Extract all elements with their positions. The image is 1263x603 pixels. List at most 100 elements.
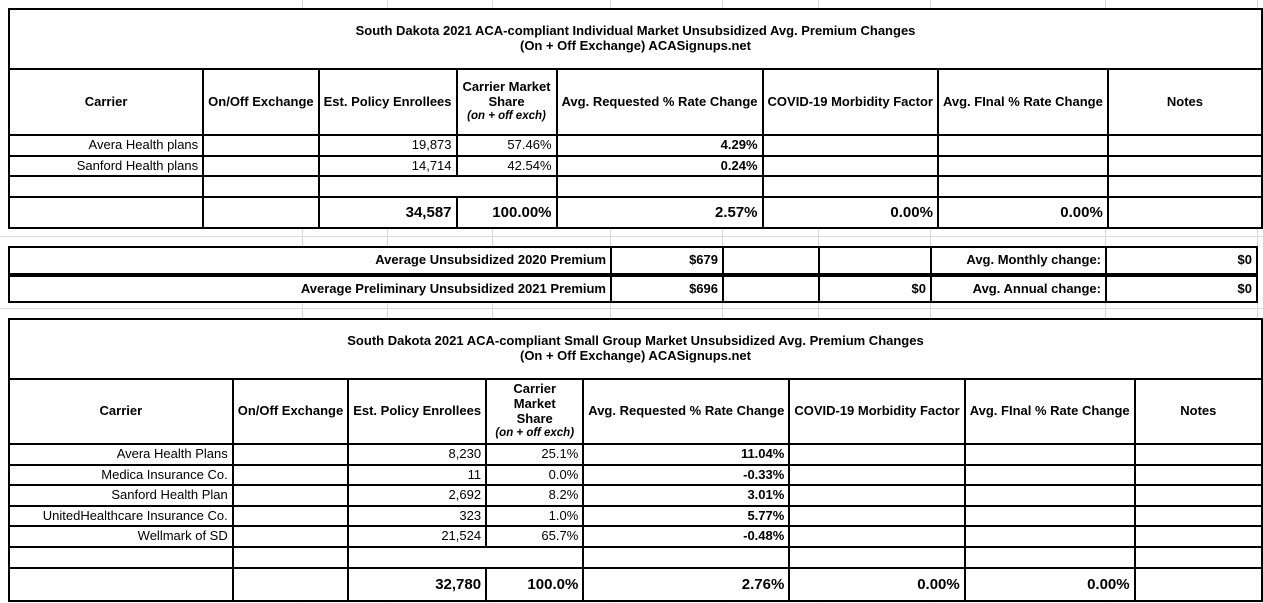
- empty-cell[interactable]: [8, 546, 234, 569]
- monthly-change-value[interactable]: $0: [1105, 246, 1258, 275]
- share-cell[interactable]: 1.0%: [485, 505, 585, 527]
- share-cell[interactable]: 25.1%: [485, 443, 585, 466]
- monthly-change-label[interactable]: Avg. Monthly change:: [930, 246, 1107, 275]
- column-header-requested[interactable]: Avg. Requested % Rate Change: [582, 378, 791, 445]
- final-change-cell[interactable]: $0: [818, 275, 932, 303]
- premium-2020-label[interactable]: Average Unsubsidized 2020 Premium: [8, 246, 612, 275]
- empty-cell[interactable]: [1133, 546, 1263, 569]
- exchange-cell[interactable]: [202, 134, 320, 157]
- total-final-cell[interactable]: 0.00%: [936, 196, 1109, 229]
- total-notes-cell[interactable]: [1133, 567, 1263, 602]
- enrollees-cell[interactable]: 323: [347, 505, 488, 527]
- column-header-covid[interactable]: COVID-19 Morbidity Factor: [788, 378, 966, 445]
- enrollees-cell[interactable]: 21,524: [347, 525, 488, 548]
- total-covid-cell[interactable]: 0.00%: [788, 567, 966, 602]
- notes-cell[interactable]: [1133, 484, 1263, 507]
- column-header-final[interactable]: Avg. FInal % Rate Change: [963, 378, 1136, 445]
- premium-2021-label[interactable]: Average Preliminary Unsubsidized 2021 Pr…: [8, 275, 612, 303]
- small-group-table-title[interactable]: South Dakota 2021 ACA-compliant Small Gr…: [8, 318, 1263, 380]
- final-cell[interactable]: [936, 134, 1109, 157]
- requested-cell[interactable]: -0.33%: [582, 464, 791, 486]
- total-covid-cell[interactable]: 0.00%: [761, 196, 939, 229]
- final-cell[interactable]: [936, 155, 1109, 177]
- final-cell[interactable]: [963, 505, 1136, 527]
- carrier-cell[interactable]: Avera Health plans: [7, 134, 205, 157]
- enrollees-cell[interactable]: 11: [347, 464, 488, 486]
- final-cell[interactable]: [963, 525, 1136, 548]
- total-notes-cell[interactable]: [1106, 196, 1263, 229]
- requested-cell[interactable]: 5.77%: [582, 505, 791, 527]
- carrier-cell[interactable]: Medica Insurance Co.: [8, 464, 234, 486]
- exchange-cell[interactable]: [231, 505, 350, 527]
- column-header-enrollees[interactable]: Est. Policy Enrollees: [317, 68, 458, 136]
- column-header-requested[interactable]: Avg. Requested % Rate Change: [555, 68, 764, 136]
- total-final-cell[interactable]: 0.00%: [963, 567, 1136, 602]
- requested-cell[interactable]: 3.01%: [582, 484, 791, 507]
- notes-cell[interactable]: [1106, 155, 1263, 177]
- column-header-exchange[interactable]: On/Off Exchange: [202, 68, 320, 136]
- covid-cell[interactable]: [761, 134, 939, 157]
- final-cell[interactable]: [963, 484, 1136, 507]
- covid-cell[interactable]: [788, 443, 966, 466]
- covid-cell[interactable]: [788, 525, 966, 548]
- empty-cell[interactable]: [555, 175, 764, 198]
- enrollees-cell[interactable]: 8,230: [347, 443, 488, 466]
- column-header-covid[interactable]: COVID-19 Morbidity Factor: [761, 68, 939, 136]
- notes-cell[interactable]: [1133, 525, 1263, 548]
- individual-table-title[interactable]: South Dakota 2021 ACA-compliant Individu…: [8, 8, 1263, 70]
- column-header-enrollees[interactable]: Est. Policy Enrollees: [347, 378, 488, 445]
- column-header-share[interactable]: Carrier Market Share (on + off exch): [485, 378, 585, 445]
- total-share-cell[interactable]: 100.00%: [455, 196, 558, 229]
- carrier-cell[interactable]: Sanford Health Plan: [8, 484, 234, 507]
- exchange-cell[interactable]: [231, 484, 350, 507]
- column-header-share[interactable]: Carrier Market Share (on + off exch): [455, 68, 558, 136]
- final-cell[interactable]: [963, 443, 1136, 466]
- premium-2020-value[interactable]: $679: [610, 246, 724, 275]
- enrollees-cell[interactable]: 14,714: [317, 155, 458, 177]
- carrier-cell[interactable]: Sanford Health plans: [7, 155, 205, 177]
- requested-cell[interactable]: -0.48%: [582, 525, 791, 548]
- enrollees-cell[interactable]: 19,873: [317, 134, 458, 157]
- notes-cell[interactable]: [1133, 443, 1263, 466]
- empty-cell[interactable]: [7, 175, 205, 198]
- empty-cell[interactable]: [788, 546, 966, 569]
- exchange-cell[interactable]: [231, 443, 350, 466]
- covid-cell[interactable]: [788, 464, 966, 486]
- notes-cell[interactable]: [1133, 464, 1263, 486]
- exchange-cell[interactable]: [231, 525, 350, 548]
- empty-cell[interactable]: [582, 546, 791, 569]
- exchange-cell[interactable]: [202, 155, 320, 177]
- total-requested-cell[interactable]: 2.57%: [555, 196, 764, 229]
- final-cell[interactable]: [963, 464, 1136, 486]
- column-header-carrier[interactable]: Carrier: [7, 68, 205, 136]
- covid-cell[interactable]: [788, 484, 966, 507]
- column-header-notes[interactable]: Notes: [1106, 68, 1263, 136]
- premium-2021-value[interactable]: $696: [610, 275, 724, 303]
- requested-cell[interactable]: 11.04%: [582, 443, 791, 466]
- annual-change-value[interactable]: $0: [1105, 275, 1258, 303]
- carrier-cell[interactable]: Avera Health Plans: [8, 443, 234, 466]
- column-header-exchange[interactable]: On/Off Exchange: [231, 378, 350, 445]
- annual-change-label[interactable]: Avg. Annual change:: [930, 275, 1107, 303]
- empty-cell[interactable]: [317, 175, 558, 198]
- total-requested-cell[interactable]: 2.76%: [582, 567, 791, 602]
- carrier-cell[interactable]: UnitedHealthcare Insurance Co.: [8, 505, 234, 527]
- share-cell[interactable]: 65.7%: [485, 525, 585, 548]
- covid-cell[interactable]: [788, 505, 966, 527]
- requested-cell[interactable]: 0.24%: [555, 155, 764, 177]
- share-cell[interactable]: 8.2%: [485, 484, 585, 507]
- empty-cell[interactable]: [231, 546, 350, 569]
- total-enrollees-cell[interactable]: 32,780: [347, 567, 488, 602]
- notes-cell[interactable]: [1133, 505, 1263, 527]
- enrollees-cell[interactable]: 2,692: [347, 484, 488, 507]
- total-share-cell[interactable]: 100.0%: [485, 567, 585, 602]
- empty-cell[interactable]: [347, 546, 585, 569]
- carrier-cell[interactable]: Wellmark of SD: [8, 525, 234, 548]
- empty-cell[interactable]: [963, 546, 1136, 569]
- total-enrollees-cell[interactable]: 34,587: [317, 196, 458, 229]
- empty-cell[interactable]: [761, 175, 939, 198]
- empty-cell[interactable]: [936, 175, 1109, 198]
- covid-cell[interactable]: [761, 155, 939, 177]
- requested-cell[interactable]: 4.29%: [555, 134, 764, 157]
- column-header-notes[interactable]: Notes: [1133, 378, 1263, 445]
